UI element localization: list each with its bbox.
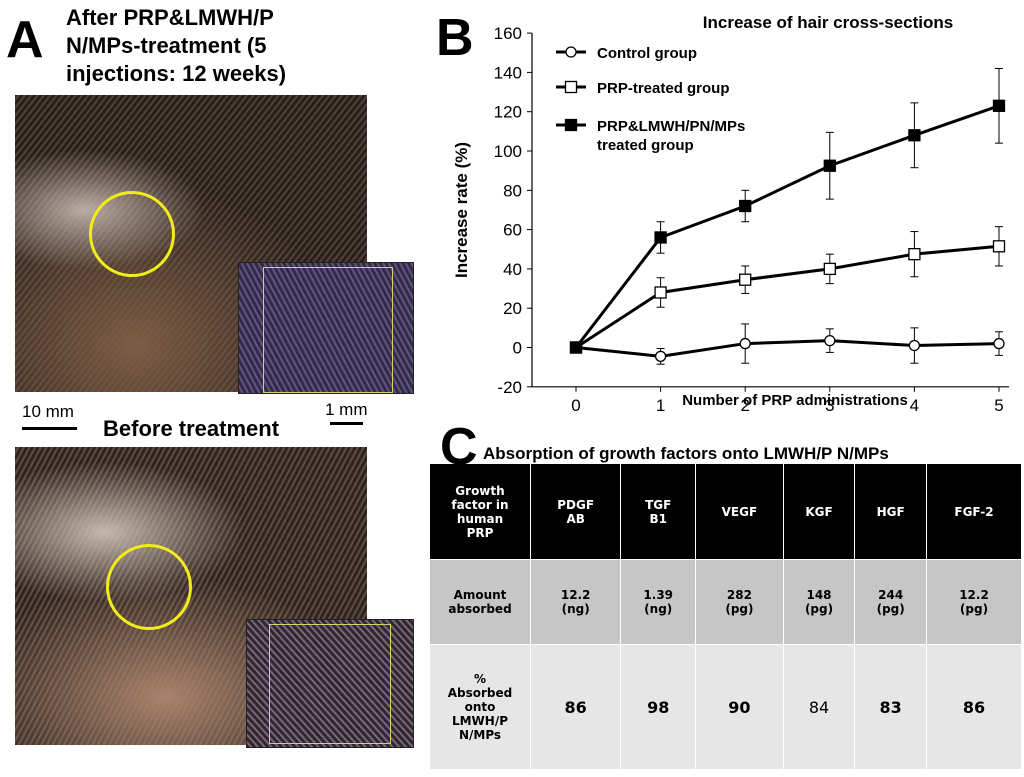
data-point — [739, 273, 752, 286]
table-cell: 1.39 (ng) — [620, 559, 696, 645]
legend-label: PRP&LMWH/PN/MPs treated group — [597, 118, 745, 154]
data-point — [569, 341, 583, 354]
table-cell: 90 — [695, 644, 784, 769]
before-trichoscopy-inset — [246, 619, 414, 748]
legend-marker — [564, 118, 578, 132]
series-group — [570, 323, 1005, 365]
data-point — [654, 231, 667, 244]
scale-bar-1mm — [330, 422, 363, 425]
series-group — [569, 226, 1006, 354]
x-tick-label: 5 — [994, 396, 1003, 415]
y-tick-label: 160 — [494, 24, 522, 43]
y-tick-label: 100 — [494, 142, 522, 161]
table-cell: Amount absorbed — [430, 559, 531, 645]
table-cell: 244 (pg) — [854, 559, 927, 645]
table-cell: % Absorbed onto LMWH/P N/MPs — [430, 644, 531, 769]
series-line — [575, 339, 1000, 358]
data-point — [823, 262, 836, 276]
table-cell: 12.2 (ng) — [529, 559, 621, 645]
table-header-cell: FGF-2 — [925, 464, 1021, 560]
data-point — [739, 199, 752, 213]
table-cell: 86 — [925, 644, 1021, 769]
data-point — [908, 339, 921, 352]
legend-marker — [565, 46, 577, 58]
table-header-row: Growth factor in human PRP PDGF AB TGF B… — [430, 464, 1021, 560]
y-tick-label: 60 — [503, 221, 522, 240]
panel-a-letter: A — [6, 11, 44, 69]
table-header-cell: PDGF AB — [529, 464, 621, 560]
table-cell: 98 — [620, 644, 696, 769]
region-highlight-circle — [89, 191, 175, 277]
table-cell: 83 — [854, 644, 927, 769]
data-point — [823, 159, 836, 172]
table-title: Absorption of growth factors onto LMWH/P… — [483, 444, 889, 463]
x-axis-label: Number of PRP administrations — [682, 392, 908, 409]
y-tick-label: 20 — [503, 299, 522, 318]
y-tick-label: -20 — [497, 378, 522, 397]
after-trichoscopy-inset — [238, 262, 414, 394]
after-treatment-caption: After PRP&LMWH/P N/MPs-treatment (5 inje… — [66, 5, 287, 86]
data-point — [908, 129, 921, 142]
before-treatment-scalp-photo — [15, 447, 367, 745]
y-tick-label: 0 — [513, 339, 522, 358]
data-point — [654, 350, 667, 362]
table-cell: 86 — [529, 644, 621, 769]
table-cell: 84 — [782, 644, 855, 769]
chart-title: Increase of hair cross-sections — [703, 13, 953, 32]
table-cell: 282 (pg) — [695, 559, 784, 645]
y-tick-label: 120 — [494, 103, 522, 122]
growth-factor-absorption-table: Growth factor in human PRP PDGF AB TGF B… — [430, 464, 1021, 769]
x-tick-label: 4 — [910, 396, 919, 415]
inset-frame — [269, 624, 391, 744]
y-tick-label: 140 — [494, 63, 522, 82]
scale-bar-10mm — [22, 427, 77, 430]
table-header-cell: Growth factor in human PRP — [430, 464, 531, 560]
data-point — [993, 337, 1005, 350]
data-point — [739, 337, 751, 350]
data-point — [654, 286, 667, 299]
table-header-cell: TGF B1 — [620, 464, 696, 560]
legend-label: PRP-treated group — [597, 80, 730, 97]
after-treatment-scalp-photo — [15, 95, 367, 392]
hair-cross-section-chart: Increase of hair cross-sections Increase… — [452, 13, 1009, 415]
data-point — [824, 334, 836, 347]
x-tick-label: 2 — [740, 396, 749, 415]
table-header-cell: HGF — [854, 464, 927, 560]
table-cell: 12.2 (pg) — [925, 559, 1021, 645]
table-cell: 148 (pg) — [782, 559, 855, 645]
x-tick-label: 0 — [571, 396, 580, 415]
legend-label: Control group — [597, 45, 697, 62]
scale-label-10mm: 10 mm — [22, 402, 74, 421]
legend-marker — [564, 80, 578, 94]
series-line — [575, 244, 1000, 349]
table-row-percent: % Absorbed onto LMWH/P N/MPs 86 98 90 84… — [430, 644, 1021, 769]
data-point — [992, 99, 1006, 112]
before-treatment-caption: Before treatment — [103, 416, 280, 441]
table-row-amount: Amount absorbed 12.2 (ng) 1.39 (ng) 282 … — [430, 559, 1021, 645]
x-tick-label: 3 — [825, 396, 834, 415]
region-highlight-circle — [106, 544, 192, 630]
series-line — [574, 104, 1000, 349]
data-point — [992, 240, 1006, 253]
series-group — [569, 67, 1006, 354]
panel-b-letter: B — [436, 9, 474, 67]
y-tick-label: 80 — [503, 181, 522, 200]
table-header-cell: VEGF — [695, 464, 784, 560]
inset-frame — [263, 267, 393, 393]
x-tick-label: 1 — [656, 396, 665, 415]
table-header-cell: KGF — [782, 464, 855, 560]
y-axis-label: Increase rate (%) — [452, 142, 471, 278]
data-point — [908, 248, 921, 261]
scale-label-1mm: 1 mm — [325, 400, 368, 419]
y-tick-label: 40 — [503, 260, 522, 279]
